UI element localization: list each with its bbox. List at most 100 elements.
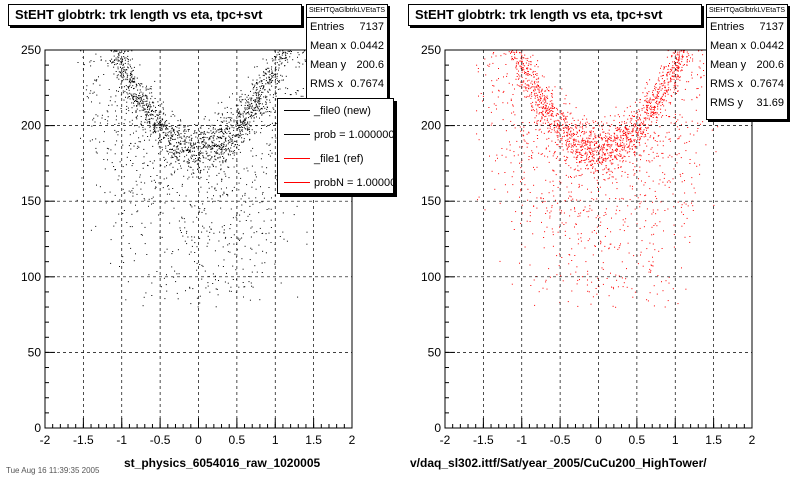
data-point [648, 107, 650, 109]
data-point [89, 92, 91, 94]
data-point [529, 264, 531, 266]
data-point [623, 155, 625, 157]
data-point [656, 155, 658, 157]
data-point [153, 102, 155, 104]
data-point [504, 184, 506, 186]
data-point [206, 131, 208, 133]
data-point [159, 113, 161, 115]
data-point [117, 74, 119, 76]
legend-item-prob: prob = 1.000000 [278, 123, 393, 147]
data-point [602, 159, 604, 161]
data-point [596, 226, 598, 228]
data-point [204, 133, 206, 135]
data-point [558, 120, 560, 122]
data-point [156, 271, 158, 272]
data-point [229, 127, 231, 129]
data-point [249, 131, 251, 133]
data-point [216, 136, 218, 138]
x-tick-label: -2 [440, 433, 451, 447]
data-point [596, 142, 598, 144]
data-point [599, 186, 601, 188]
data-point [93, 61, 95, 62]
data-point [124, 119, 126, 121]
data-point [176, 126, 178, 128]
data-point [639, 99, 641, 101]
data-point [227, 126, 229, 127]
data-point [573, 176, 575, 178]
data-point [206, 147, 208, 149]
data-point [547, 156, 549, 158]
data-point [681, 124, 682, 126]
data-point [247, 121, 249, 123]
data-point [141, 109, 143, 111]
data-point [492, 85, 494, 86]
data-point [573, 129, 574, 131]
data-point [641, 180, 642, 182]
data-point [133, 81, 134, 83]
data-point [625, 136, 627, 138]
data-point [95, 147, 97, 149]
data-point [640, 127, 642, 129]
data-point [187, 149, 189, 151]
data-point [519, 52, 520, 54]
data-point [670, 80, 672, 82]
data-point [664, 85, 666, 87]
data-point [160, 141, 162, 143]
data-point [625, 160, 627, 162]
data-point [267, 71, 269, 73]
data-point [115, 169, 116, 170]
data-point [652, 90, 654, 91]
data-point [545, 213, 547, 214]
data-point [538, 107, 540, 108]
data-point [277, 81, 279, 83]
data-point [211, 142, 213, 144]
data-point [156, 114, 158, 116]
data-point [565, 116, 567, 118]
data-point [637, 133, 639, 135]
data-point [265, 233, 267, 235]
data-point [185, 137, 187, 139]
data-point [667, 84, 669, 86]
data-point [579, 199, 581, 201]
data-point [649, 188, 651, 190]
data-point [498, 78, 499, 80]
data-point [150, 86, 152, 87]
data-point [673, 87, 675, 89]
data-point [168, 135, 170, 137]
data-point [680, 206, 682, 208]
data-point [76, 199, 78, 201]
data-point [228, 135, 230, 137]
data-point [289, 94, 291, 96]
data-point [274, 111, 276, 113]
data-point [652, 106, 654, 108]
data-point [526, 133, 528, 135]
data-point [577, 233, 579, 235]
data-point [613, 135, 615, 137]
data-point [567, 126, 569, 127]
data-point [542, 122, 544, 124]
data-point [241, 130, 243, 132]
data-point [629, 151, 631, 153]
data-point [680, 157, 682, 159]
data-point [569, 140, 570, 142]
data-point [682, 56, 684, 57]
data-point [577, 132, 578, 134]
data-point [196, 297, 198, 299]
data-point [652, 209, 654, 211]
data-point [269, 99, 271, 101]
data-point [497, 96, 499, 98]
data-point [95, 114, 97, 116]
data-point [248, 129, 250, 131]
data-point [95, 138, 97, 140]
data-point [271, 85, 273, 87]
data-point [270, 208, 272, 210]
data-point [216, 130, 218, 132]
data-point [605, 140, 607, 141]
data-point [209, 159, 211, 161]
data-point [240, 122, 242, 124]
data-point [655, 195, 657, 197]
data-point [128, 190, 130, 192]
data-point [265, 97, 267, 98]
data-point [533, 141, 535, 142]
data-point [644, 142, 646, 144]
